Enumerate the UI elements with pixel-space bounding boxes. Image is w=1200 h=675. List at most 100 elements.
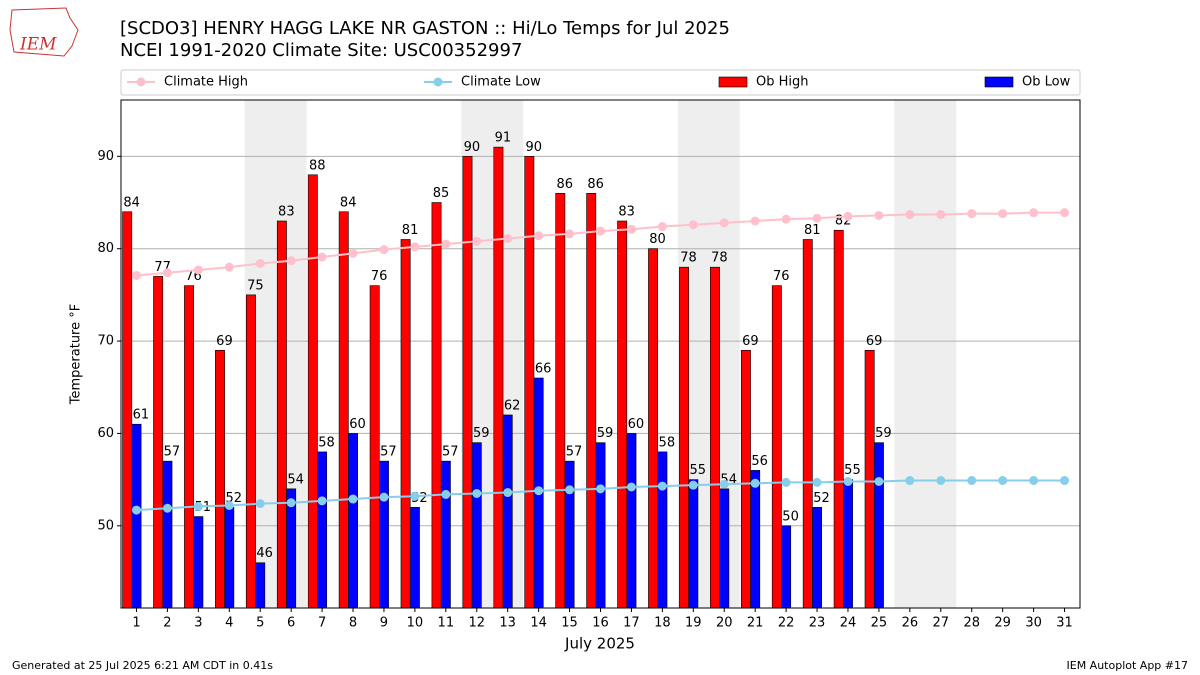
legend-box xyxy=(120,69,1081,96)
data-label: 66 xyxy=(535,362,552,377)
data-label: 60 xyxy=(349,417,366,432)
data-label: 62 xyxy=(504,398,521,413)
marker xyxy=(998,209,1008,219)
x-tick-label: 13 xyxy=(499,616,516,631)
marker xyxy=(131,505,141,515)
bar xyxy=(193,516,204,609)
x-tick-label: 22 xyxy=(778,616,795,631)
y-tick-label: 60 xyxy=(97,426,114,441)
marker xyxy=(719,218,729,228)
plot-frame xyxy=(120,99,1081,609)
marker xyxy=(905,210,915,220)
bar xyxy=(802,239,813,609)
bar xyxy=(740,350,751,609)
data-label: 69 xyxy=(216,334,233,349)
marker xyxy=(781,477,791,487)
x-tick-label: 20 xyxy=(716,616,733,631)
logo-text: IEM xyxy=(19,35,57,55)
data-label: 85 xyxy=(433,186,450,201)
marker xyxy=(1060,476,1070,486)
marker xyxy=(162,503,172,513)
x-tick-label: 11 xyxy=(438,616,455,631)
bar xyxy=(162,460,173,609)
marker xyxy=(998,476,1008,486)
marker xyxy=(657,481,667,491)
marker xyxy=(286,256,296,266)
x-tick-label: 3 xyxy=(194,616,202,631)
legend-label: Climate Low xyxy=(461,75,541,90)
marker xyxy=(503,488,513,498)
marker xyxy=(224,500,234,510)
marker xyxy=(719,479,729,489)
marker xyxy=(472,236,482,246)
x-tick-label: 18 xyxy=(654,616,671,631)
marker xyxy=(812,477,822,487)
marker xyxy=(441,239,451,249)
bar xyxy=(648,248,659,609)
marker xyxy=(750,478,760,488)
data-label: 88 xyxy=(309,158,326,173)
bar xyxy=(369,285,380,609)
logo: IEM xyxy=(9,7,79,57)
bar xyxy=(471,442,482,609)
bar xyxy=(524,156,535,609)
marker xyxy=(657,222,667,232)
bar xyxy=(812,507,822,609)
data-label: 75 xyxy=(247,278,264,293)
marker xyxy=(255,499,265,509)
marker xyxy=(874,476,884,486)
x-tick-label: 5 xyxy=(256,616,264,631)
bar xyxy=(564,460,575,609)
data-label: 57 xyxy=(566,445,583,460)
marker xyxy=(874,210,884,220)
data-label: 90 xyxy=(464,140,481,155)
marker xyxy=(812,213,822,223)
x-tick-label: 2 xyxy=(163,616,171,631)
marker xyxy=(131,270,141,280)
marker xyxy=(534,486,544,496)
bar xyxy=(224,507,235,609)
marker xyxy=(379,245,389,255)
bar xyxy=(679,266,689,609)
x-tick-label: 19 xyxy=(685,616,702,631)
data-label: 90 xyxy=(526,140,543,155)
data-label: 61 xyxy=(133,408,150,423)
legend-marker xyxy=(433,77,443,87)
x-tick-label: 29 xyxy=(994,616,1011,631)
data-label: 91 xyxy=(495,131,512,146)
bar xyxy=(710,266,720,609)
data-label: 80 xyxy=(649,232,666,247)
marker xyxy=(781,214,791,224)
x-tick-label: 21 xyxy=(747,616,764,631)
bar xyxy=(833,229,844,609)
y-tick-label: 50 xyxy=(97,518,114,533)
marker xyxy=(534,231,544,241)
bar xyxy=(379,460,389,609)
marker xyxy=(596,484,605,494)
data-label: 69 xyxy=(866,334,883,349)
x-tick-label: 26 xyxy=(902,616,919,631)
data-label: 57 xyxy=(164,445,181,460)
marker xyxy=(596,226,605,236)
marker xyxy=(348,494,358,504)
data-label: 86 xyxy=(556,177,573,192)
bar xyxy=(400,239,411,609)
marker xyxy=(193,265,203,275)
bar xyxy=(307,174,318,609)
bar xyxy=(153,276,164,609)
data-label: 83 xyxy=(618,204,635,219)
marker xyxy=(410,242,420,252)
data-label: 84 xyxy=(340,195,357,210)
x-tick-label: 30 xyxy=(1025,616,1042,631)
marker xyxy=(472,488,482,498)
marker xyxy=(750,216,760,226)
bar xyxy=(462,156,473,609)
marker xyxy=(967,476,977,486)
y-axis-label: Temperature °F xyxy=(69,304,84,405)
bar xyxy=(431,202,442,609)
x-tick-label: 16 xyxy=(592,616,609,631)
data-label: 69 xyxy=(742,334,759,349)
data-label: 78 xyxy=(711,251,728,266)
bar xyxy=(688,479,699,609)
legend-swatch xyxy=(718,76,748,88)
